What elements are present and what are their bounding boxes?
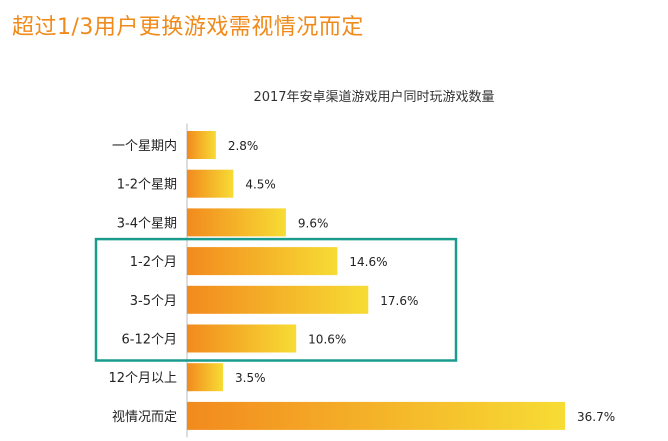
bar-6: [187, 324, 297, 353]
value-label-3: 9.6%: [298, 216, 329, 230]
category-label-5: 3-5个月: [130, 294, 177, 309]
category-label-7: 12个月以上: [108, 371, 177, 386]
value-label-4: 14.6%: [349, 255, 387, 269]
value-label-7: 3.5%: [235, 371, 265, 385]
value-label-1: 2.8%: [228, 139, 259, 153]
bar-7: [187, 363, 224, 392]
bar-5: [187, 285, 369, 314]
value-label-2: 4.5%: [245, 178, 276, 192]
value-label-6: 10.6%: [308, 333, 346, 347]
chart-title: 2017年安卓渠道游戏用户同时玩游戏数量: [253, 90, 495, 105]
page-headline: 超过1/3用户更换游戏需视情况而定: [12, 15, 364, 40]
highlight-box: [94, 237, 458, 362]
bar-1: [187, 131, 216, 159]
category-label-8: 视情况而定: [112, 410, 177, 425]
bar-4: [187, 247, 338, 276]
bar-8: [187, 401, 566, 430]
value-label-5: 17.6%: [380, 294, 418, 308]
bar-2: [187, 169, 234, 198]
category-label-6: 6-12个月: [121, 333, 177, 348]
category-label-1: 一个星期内: [112, 138, 177, 154]
category-label-4: 1-2个月: [130, 255, 177, 270]
category-label-2: 1-2个星期: [117, 178, 177, 193]
category-label-3: 3-4个星期: [117, 216, 177, 231]
value-label-8: 36.7%: [577, 410, 615, 424]
bar-3: [187, 208, 286, 237]
